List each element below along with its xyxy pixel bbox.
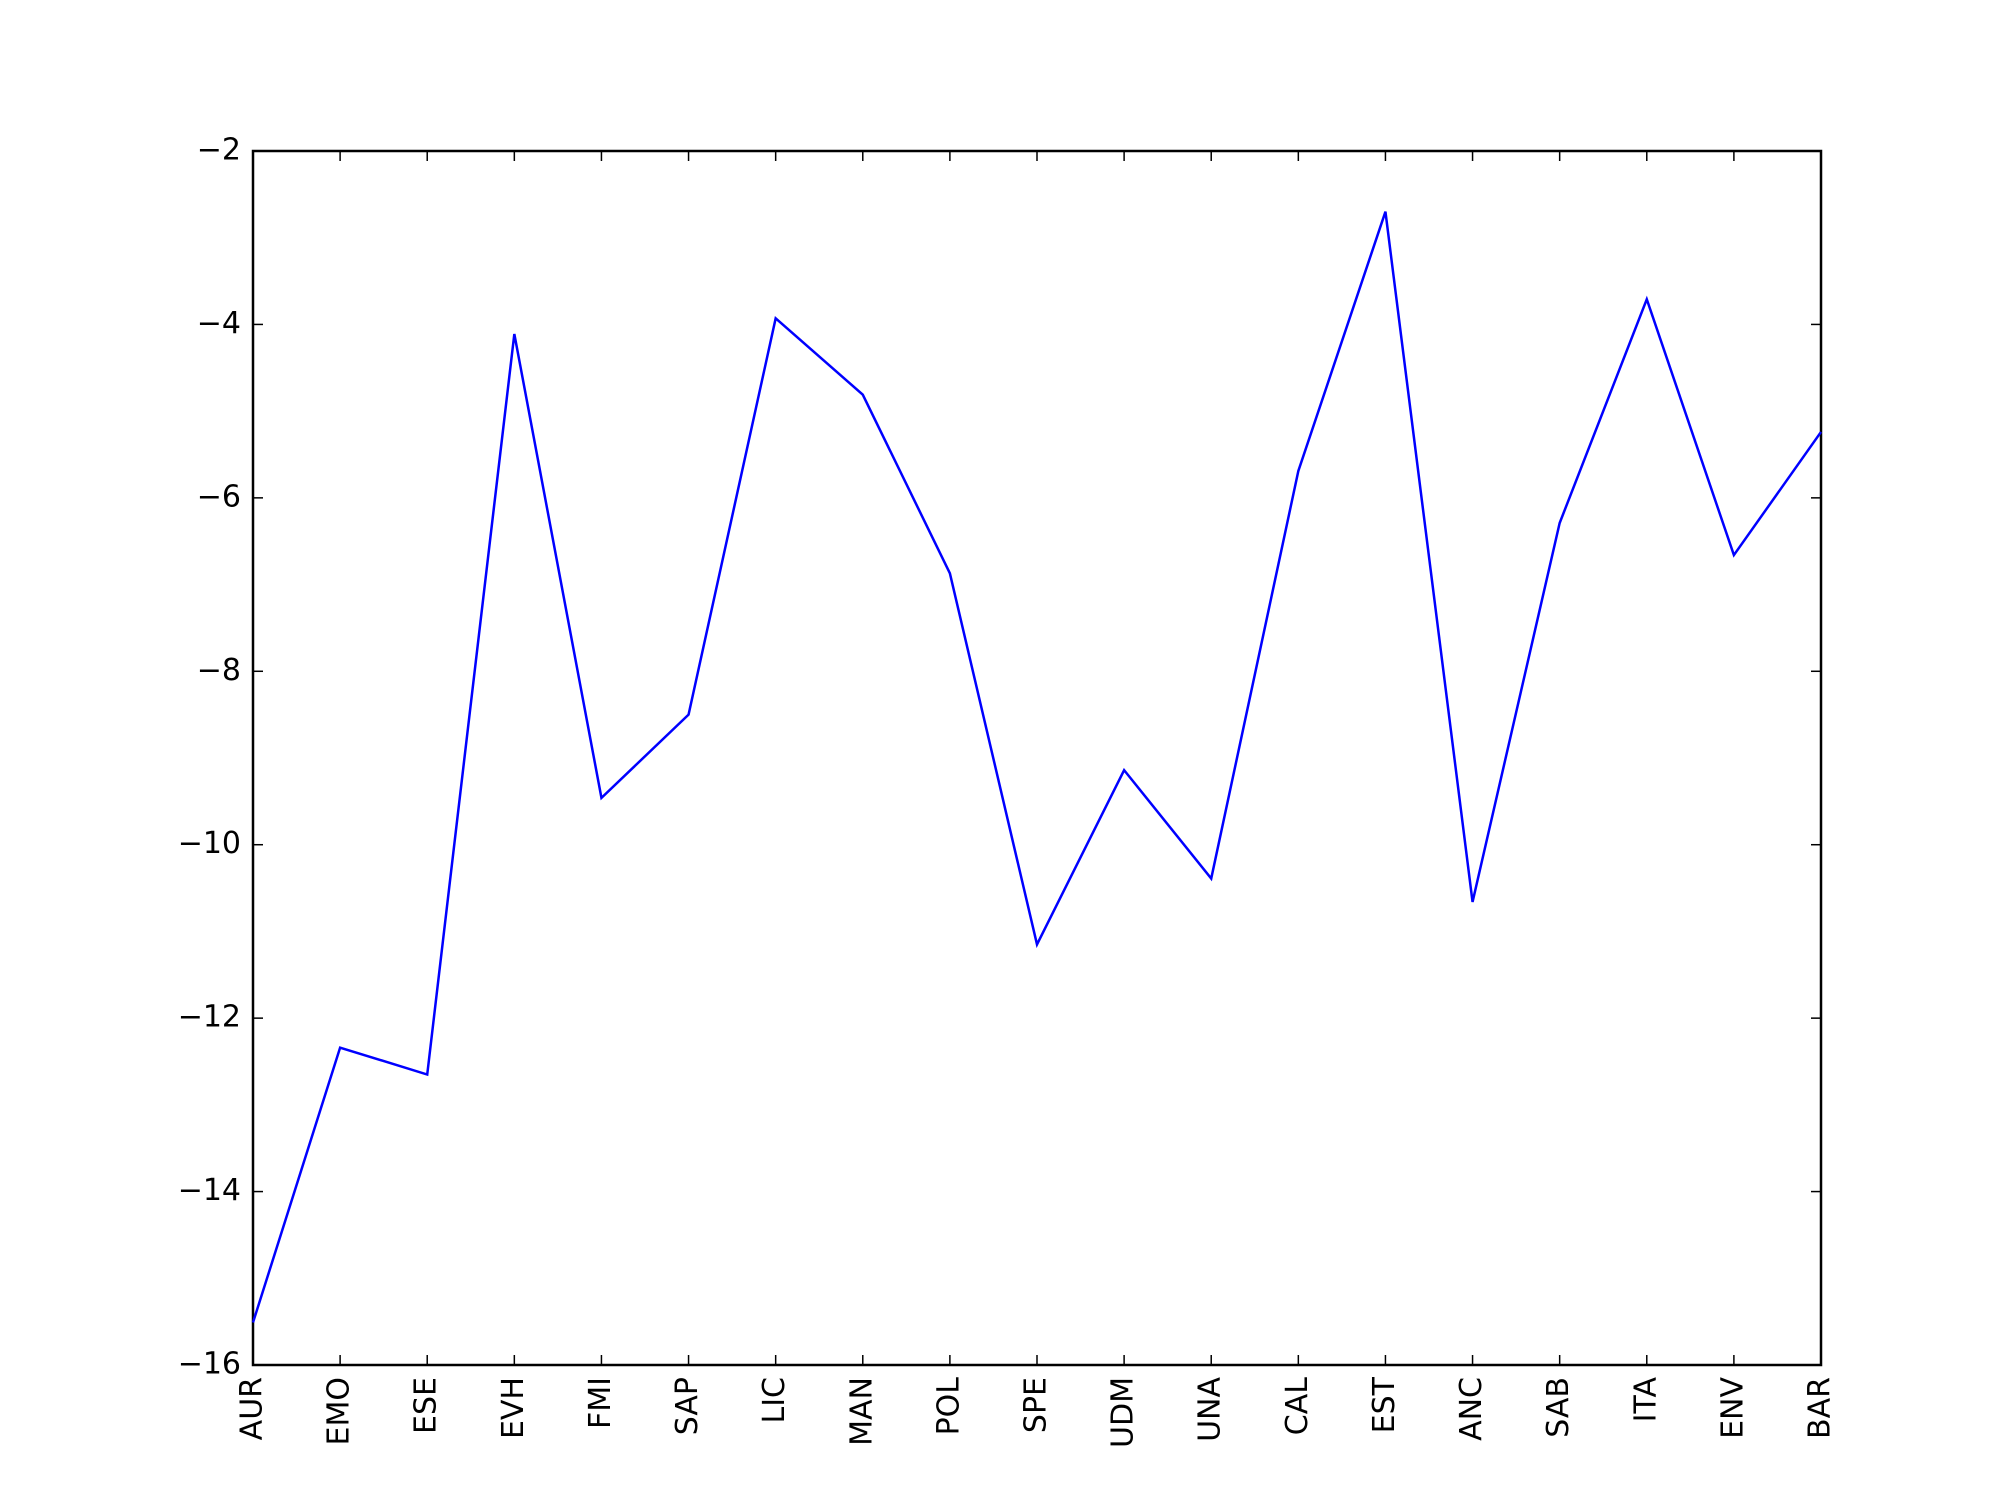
x-tick-label: FMI	[583, 1377, 618, 1429]
y-tick-label: −2	[197, 133, 241, 168]
x-tick-label: AUR	[235, 1377, 270, 1440]
data-line	[251, 211, 1823, 1323]
y-tick-label: −14	[178, 1173, 241, 1208]
x-tick-label: SAB	[1541, 1377, 1576, 1438]
y-tick-label: −12	[178, 1000, 241, 1035]
y-tick-label: −10	[178, 826, 241, 861]
x-tick-label: ESE	[409, 1377, 444, 1434]
x-tick-label: ENV	[1715, 1377, 1750, 1439]
y-tick-label: −16	[178, 1347, 241, 1382]
x-tick-label: MAN	[844, 1377, 879, 1446]
x-tick-label: POL	[931, 1377, 966, 1436]
x-tick-label: BAR	[1803, 1377, 1838, 1439]
x-tick-label: ITA	[1628, 1377, 1663, 1423]
x-tick-label: UNA	[1193, 1377, 1228, 1442]
x-tick-label: SAP	[670, 1377, 705, 1435]
plot-frame	[251, 149, 1823, 1367]
x-tick-label: LIC	[757, 1377, 792, 1424]
x-tick-label: ANC	[1454, 1377, 1489, 1441]
x-tick-label: SPE	[1019, 1377, 1054, 1433]
y-tick-label: −6	[197, 479, 241, 514]
y-tick-label: −8	[197, 653, 241, 688]
x-tick-label: EVH	[496, 1377, 531, 1439]
x-tick-label: CAL	[1280, 1377, 1315, 1435]
y-tick-label: −4	[197, 306, 241, 341]
x-tick-label: EMO	[322, 1377, 357, 1445]
x-tick-label: UDM	[1106, 1377, 1141, 1448]
x-tick-label: EST	[1367, 1376, 1402, 1433]
